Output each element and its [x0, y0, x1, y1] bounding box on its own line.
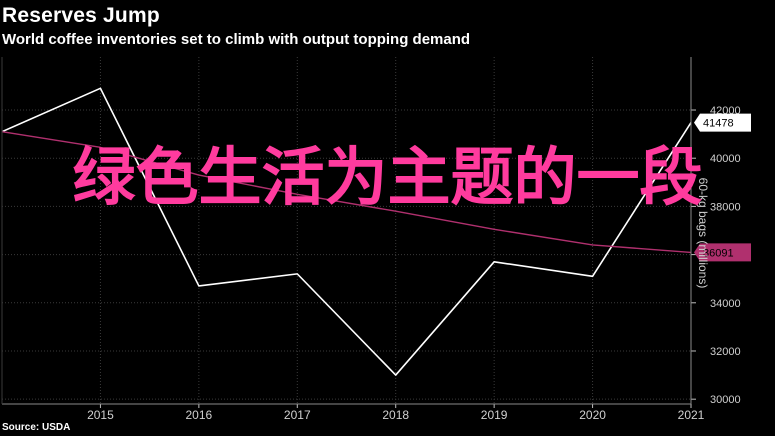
chart-title: Reserves Jump: [2, 4, 160, 27]
series-end-label-2: 36091: [694, 243, 751, 262]
x-tick-label: 2017: [284, 408, 311, 422]
y-tick-label: 40000: [710, 153, 741, 165]
series-line-2: [1, 131, 692, 254]
x-tick-label: 2021: [678, 408, 705, 422]
x-tick-label: 2020: [579, 408, 606, 422]
end-label-text: 41478: [703, 118, 734, 130]
end-label-bg: [694, 243, 751, 262]
y-tick-label: 30000: [710, 394, 741, 406]
x-tick-label: 2018: [382, 408, 409, 422]
chart-subtitle: World coffee inventories set to climb wi…: [2, 31, 471, 48]
x-tick-label: 2016: [186, 408, 213, 422]
end-label-bg: [694, 113, 751, 132]
source-note: Source: USDA: [2, 422, 71, 433]
overlay-caption: 绿色生活为主题的一段: [72, 141, 703, 214]
x-tick-label: 2019: [481, 408, 508, 422]
y-tick-label: 34000: [710, 298, 741, 310]
end-label-text: 36091: [703, 247, 734, 259]
x-tick-label: 2015: [87, 408, 114, 422]
series-end-label-1: 41478: [694, 113, 751, 132]
series-line-1: [1, 87, 692, 376]
y-tick-label: 38000: [710, 201, 741, 213]
y-tick-label: 32000: [710, 346, 741, 358]
